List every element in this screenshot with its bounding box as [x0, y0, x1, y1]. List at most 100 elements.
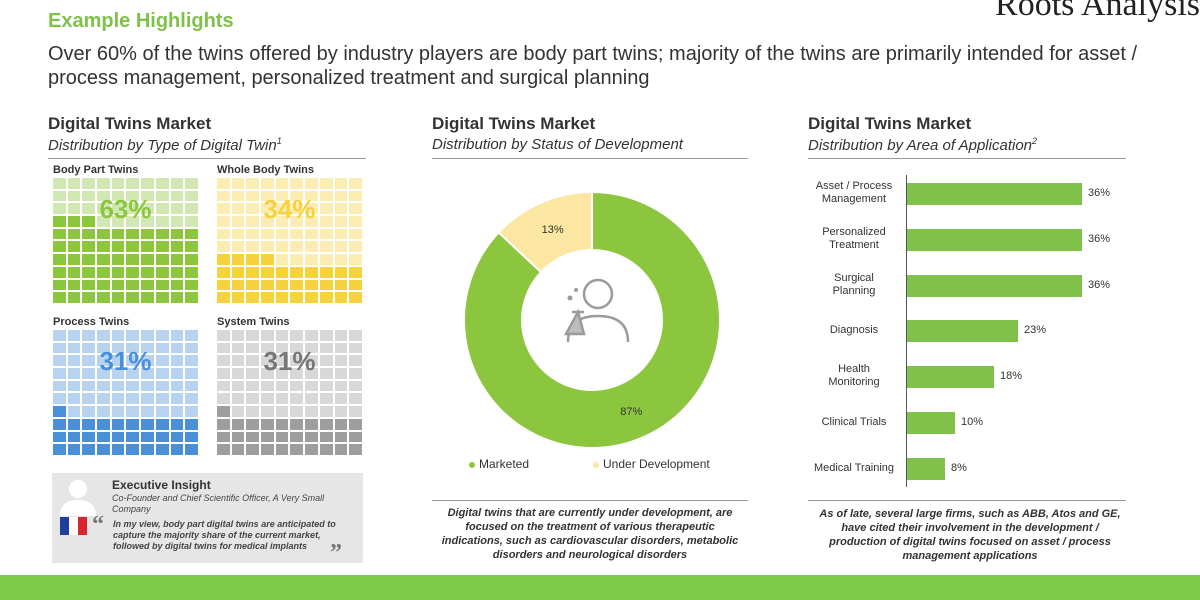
waffle-cell [231, 190, 245, 202]
waffle-cell [170, 418, 184, 430]
waffle-cell [67, 203, 81, 215]
waffle-cell [319, 292, 333, 303]
waffle-cell [334, 342, 348, 354]
waffle-cell [53, 431, 66, 443]
legend-under-development: Under Development [593, 457, 710, 471]
waffle-cell [82, 178, 96, 189]
waffle-cell [319, 380, 333, 392]
waffle-cell [170, 203, 184, 215]
waffle-cell [334, 228, 348, 240]
waffle-cell [217, 431, 230, 443]
waffle-cell [82, 444, 96, 455]
waffle-cell [217, 444, 230, 455]
bar-category-line: Health [838, 363, 870, 376]
brand-logo-text: Roots Analysis [995, 0, 1200, 23]
waffle-cell [155, 178, 169, 189]
waffle-cell [319, 444, 333, 455]
waffle-cell [111, 355, 125, 367]
waffle-cell [141, 406, 154, 417]
waffle-cell [349, 203, 362, 215]
waffle-cell [217, 355, 230, 367]
scientist-icon [563, 278, 630, 343]
waffle-cell [261, 368, 274, 379]
waffle-cell [334, 418, 348, 430]
waffle-cell [305, 355, 318, 367]
waffle-pct-0: 63% [99, 194, 152, 224]
waffle-cell [67, 330, 81, 341]
waffle-cell [111, 254, 125, 265]
waffle-cell [334, 444, 348, 455]
waffle-cell [170, 241, 184, 253]
waffle-cell [290, 418, 304, 430]
bar-category-line: Surgical [834, 271, 874, 284]
bar-category-line: Treatment [829, 238, 879, 251]
waffle-cell [290, 254, 304, 265]
bar-value-label: 8% [951, 461, 967, 474]
waffle-cell [155, 393, 169, 405]
waffle-whole-body-twins [217, 178, 362, 303]
waffle-cell [111, 393, 125, 405]
donut-slice-under-development [497, 190, 593, 274]
waffle-cell [67, 190, 81, 202]
waffle-cell [155, 216, 169, 227]
waffle-cell [261, 178, 274, 189]
waffle-cell [246, 431, 260, 443]
waffle-cell [170, 431, 184, 443]
waffle-cell [319, 355, 333, 367]
waffle-cell [185, 368, 198, 379]
waffle-cell [231, 254, 245, 265]
waffle-cell [290, 241, 304, 253]
waffle-cell [170, 355, 184, 367]
waffle-cell [111, 431, 125, 443]
waffle-cell [217, 330, 230, 341]
bar-category-label: Diagnosis [829, 324, 879, 337]
waffle-cell [275, 406, 289, 417]
waffle-cell [97, 279, 110, 291]
waffle-cell [246, 254, 260, 265]
waffle-system-twins [217, 330, 362, 455]
waffle-cell [246, 330, 260, 341]
waffle-cell [349, 406, 362, 417]
waffle-cell [67, 241, 81, 253]
open-quote-icon: “ [92, 512, 104, 538]
waffle-cell [275, 254, 289, 265]
waffle-cell [141, 266, 154, 278]
waffle-cell [111, 380, 125, 392]
waffle-cell [261, 330, 274, 341]
waffle-cell [275, 393, 289, 405]
waffle-cell [170, 380, 184, 392]
waffle-cell [155, 406, 169, 417]
bar [906, 183, 1082, 205]
waffle-cell [155, 380, 169, 392]
waffle-cell [231, 292, 245, 303]
waffle-cell [82, 368, 96, 379]
waffle-cell [275, 228, 289, 240]
waffle-label-1: Whole Body Twins [217, 164, 314, 176]
waffle-cell [67, 418, 81, 430]
waffle-cell [170, 444, 184, 455]
waffle-cell [290, 292, 304, 303]
waffle-cell [111, 368, 125, 379]
waffle-cell [53, 380, 66, 392]
panel1-subtitle: Distribution by Type of Digital Twin1 [48, 136, 282, 154]
close-quote-icon: ” [330, 540, 342, 566]
waffle-cell [126, 368, 140, 379]
waffle-cell [246, 406, 260, 417]
panel3-note-rule [808, 500, 1126, 501]
waffle-cell [170, 254, 184, 265]
waffle-cell [349, 279, 362, 291]
waffle-cell [141, 279, 154, 291]
waffle-cell [82, 355, 96, 367]
waffle-cell [53, 216, 66, 227]
waffle-cell [290, 355, 304, 367]
waffle-cell [126, 406, 140, 417]
waffle-cell [126, 254, 140, 265]
waffle-cell [97, 342, 110, 354]
waffle-cell [141, 203, 154, 215]
waffle-cell [170, 190, 184, 202]
waffle-cell [246, 279, 260, 291]
insight-quote: In my view, body part digital twins are … [113, 519, 336, 551]
waffle-cell [290, 444, 304, 455]
waffle-cell [246, 355, 260, 367]
waffle-cell [305, 241, 318, 253]
